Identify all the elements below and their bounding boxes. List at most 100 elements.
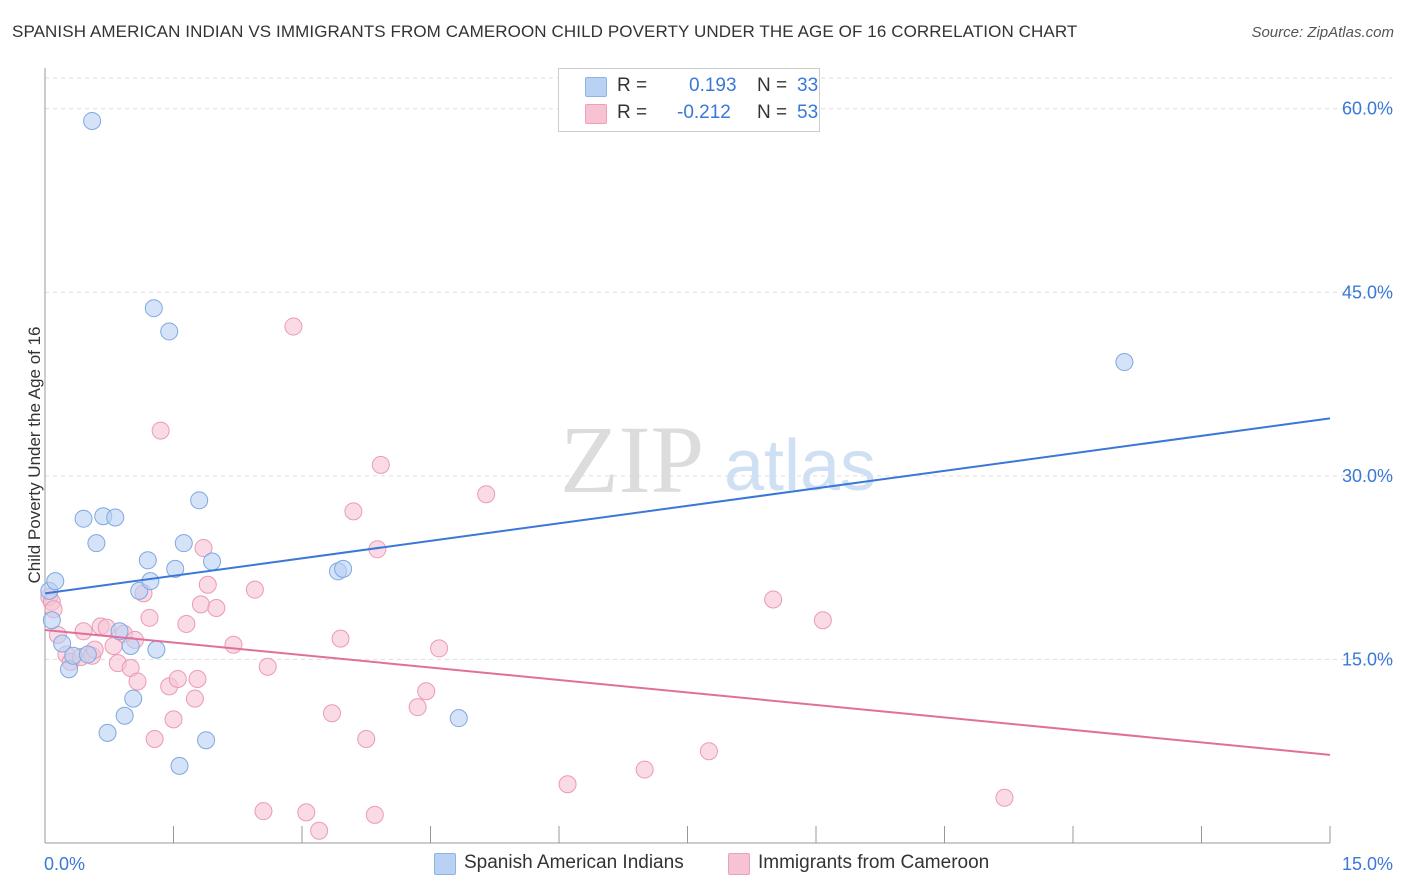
n-value: 33	[797, 75, 819, 96]
data-point	[87, 534, 106, 553]
data-point	[190, 491, 209, 510]
data-point	[46, 572, 65, 591]
x-tick-label-min: 0.0%	[44, 854, 85, 874]
data-point	[365, 805, 384, 824]
data-point	[177, 614, 196, 633]
y-tick-label: 30.0%	[1342, 466, 1393, 486]
axes	[44, 68, 1331, 844]
data-point	[164, 710, 183, 729]
stats-legend: R = 0.193 N = 33 R = -0.212 N = 53	[558, 68, 820, 132]
gridlines	[45, 77, 1392, 660]
watermark: ZIP atlas	[560, 406, 876, 513]
data-point	[151, 421, 170, 440]
data-point	[1115, 353, 1134, 372]
trend-line	[44, 417, 1331, 595]
watermark-zip: ZIP	[560, 406, 704, 513]
data-point	[357, 729, 376, 748]
y-tick-label: 15.0%	[1342, 649, 1393, 669]
legend-label: Spanish American Indians	[464, 852, 684, 873]
pink-swatch	[728, 853, 750, 875]
n-value: 53	[797, 102, 819, 123]
data-point	[207, 599, 226, 618]
n-label: N =	[757, 75, 788, 96]
y-tick-label: 60.0%	[1342, 99, 1393, 119]
data-point	[417, 682, 436, 701]
watermark-atlas: atlas	[724, 426, 876, 506]
data-point	[764, 590, 783, 609]
data-point	[147, 640, 166, 659]
data-point	[430, 639, 449, 658]
data-point	[74, 622, 93, 641]
data-point	[813, 611, 832, 630]
data-point	[98, 723, 117, 742]
data-point	[322, 704, 341, 723]
data-point	[121, 636, 140, 655]
data-point	[83, 111, 102, 130]
pink-swatch	[585, 104, 607, 124]
n-label: N =	[757, 102, 788, 123]
data-point	[331, 629, 350, 648]
data-point	[194, 539, 213, 558]
data-point	[254, 802, 273, 821]
data-point	[699, 742, 718, 761]
r-label: R =	[617, 75, 648, 96]
data-point	[144, 299, 163, 318]
data-point	[558, 775, 577, 794]
data-point	[334, 559, 353, 578]
data-point	[310, 821, 329, 840]
data-point	[74, 509, 93, 528]
data-point	[138, 551, 157, 570]
data-point	[124, 689, 143, 708]
data-point	[408, 698, 427, 717]
chart-title: SPANISH AMERICAN INDIAN VS IMMIGRANTS FR…	[12, 22, 1078, 41]
data-point	[198, 575, 217, 594]
data-point	[185, 689, 204, 708]
data-point	[170, 756, 189, 775]
data-point	[42, 611, 61, 630]
series-spanish-american-indians	[40, 111, 1134, 775]
blue-swatch	[434, 853, 456, 875]
trend-line	[44, 629, 1331, 756]
data-point	[258, 657, 277, 676]
series-legend: Spanish American Indians Immigrants from…	[0, 852, 1406, 878]
data-point	[284, 317, 303, 336]
data-point	[110, 622, 129, 641]
data-point	[477, 485, 496, 504]
tick-labels: 15.0% 30.0% 45.0% 60.0% 0.0% 15.0%	[44, 99, 1393, 874]
data-point	[166, 559, 185, 578]
data-point	[449, 709, 468, 728]
source-label: Source: ZipAtlas.com	[1251, 24, 1394, 41]
r-label: R =	[617, 102, 648, 123]
data-point	[344, 502, 363, 521]
data-point	[224, 635, 243, 654]
data-point	[371, 455, 390, 474]
data-point	[140, 608, 159, 627]
r-value: 0.193	[689, 75, 737, 96]
data-point	[191, 595, 210, 614]
data-point	[635, 760, 654, 779]
data-point	[115, 706, 134, 725]
data-point	[995, 788, 1014, 807]
data-point	[197, 731, 216, 750]
data-point	[128, 672, 147, 691]
data-point	[78, 645, 97, 664]
data-point	[160, 322, 179, 341]
data-point	[245, 580, 264, 599]
data-point	[145, 729, 164, 748]
trend-lines	[44, 417, 1331, 756]
y-tick-label: 45.0%	[1342, 282, 1393, 302]
data-point	[168, 670, 187, 689]
data-point	[174, 534, 193, 553]
data-point	[106, 508, 125, 527]
data-point	[53, 634, 72, 653]
data-point	[188, 670, 207, 689]
x-tick-label-max: 15.0%	[1342, 854, 1393, 874]
data-point	[297, 803, 316, 822]
data-point	[203, 552, 222, 571]
blue-swatch	[585, 77, 607, 97]
r-value: -0.212	[677, 102, 731, 123]
legend-label: Immigrants from Cameroon	[758, 852, 990, 873]
y-axis-label: Child Poverty Under the Age of 16	[25, 326, 44, 584]
data-point	[141, 572, 160, 591]
